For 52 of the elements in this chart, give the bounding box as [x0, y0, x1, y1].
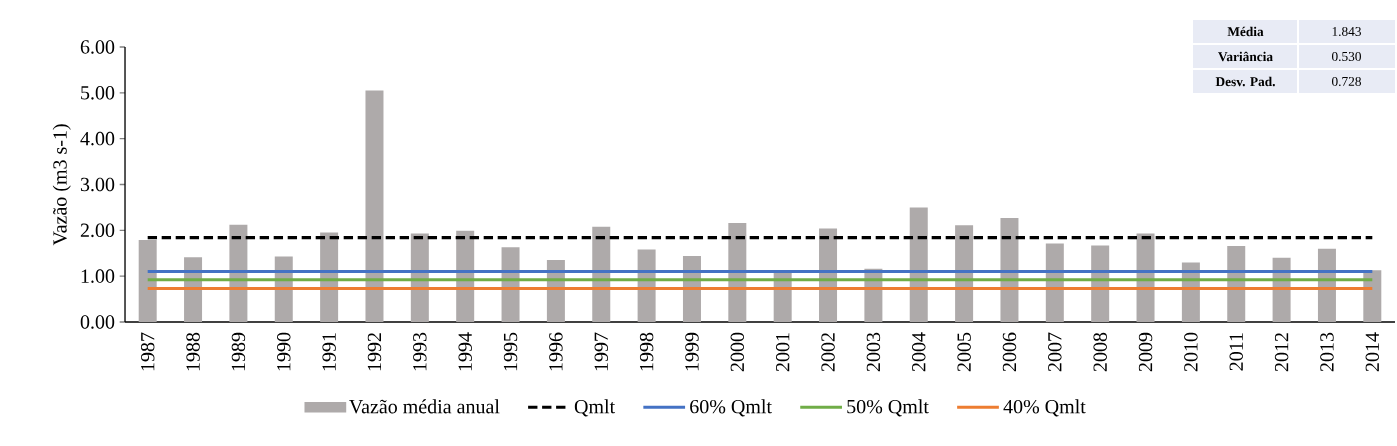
x-tick-label: 2004 [912, 332, 926, 372]
annotation: 0.728 [1331, 76, 1361, 87]
x-tick-label: 2002 [821, 333, 835, 372]
x-tick-label: 2014 [1365, 332, 1380, 372]
bar [138, 239, 157, 322]
annotation: Desv. Pad. [1215, 76, 1275, 87]
bar [1363, 270, 1382, 322]
bar [1000, 217, 1019, 322]
bar [365, 90, 384, 322]
x-tick-label: 1991 [322, 333, 336, 371]
x-tick-label: 1990 [277, 332, 291, 371]
x-tick-label: 1993 [413, 332, 427, 371]
legend-label: Vazão média anual [349, 399, 500, 414]
y-tick-label: 0.00 [80, 315, 115, 329]
y-axis-title: Vazão (m3 s-1) [52, 124, 71, 246]
x-tick-label: 1999 [685, 332, 699, 371]
x-tick-label: 2010 [1184, 332, 1198, 372]
x-tick-label: 1995 [503, 332, 518, 371]
y-tick-label: 2.00 [80, 223, 115, 238]
annotation: Variância [1218, 51, 1273, 62]
x-tick-label: 2001 [775, 333, 790, 372]
x-tick-label: 1988 [186, 332, 200, 371]
text: Média [1227, 26, 1264, 37]
x-tick-label: 2009 [1138, 332, 1153, 372]
x-tick-label: 2003 [866, 332, 881, 372]
legend-label: Qmlt [574, 399, 616, 417]
x-tick-label: 2013 [1320, 332, 1334, 372]
legend-label: 40% Qmlt [1003, 399, 1086, 417]
x-tick-label: 1997 [594, 332, 608, 371]
x-tick-label: 1989 [231, 332, 246, 371]
text: 1.843 [1332, 26, 1361, 37]
y-tick-label: 6.00 [80, 40, 115, 54]
x-tick-label: 2005 [957, 332, 971, 372]
y-tick-label: 3.00 [80, 177, 115, 192]
x-tick-label: 2008 [1093, 332, 1107, 372]
x-tick-label: 2007 [1048, 332, 1062, 372]
x-tick-label: 2012 [1274, 333, 1289, 372]
annotation: 0.530 [1331, 51, 1361, 62]
legend-label: 60% Qmlt [690, 399, 772, 417]
y-tick-label: 4.00 [80, 131, 115, 146]
x-tick-label: 1992 [367, 333, 382, 371]
x-tick-label: 1996 [549, 332, 563, 371]
x-tick-label: 1998 [639, 332, 654, 371]
y-tick-label: 1.00 [81, 269, 115, 283]
legend-label: 50% Qmlt [847, 399, 929, 417]
x-tick-label: 2000 [730, 332, 745, 372]
x-tick-label: 2006 [1002, 332, 1017, 372]
bar [909, 207, 928, 322]
x-tick-label: 2011 [1229, 333, 1243, 371]
x-tick-label: 1994 [458, 332, 472, 371]
y-tick-label: 5.00 [81, 86, 115, 100]
x-tick-label: 1987 [140, 332, 155, 371]
